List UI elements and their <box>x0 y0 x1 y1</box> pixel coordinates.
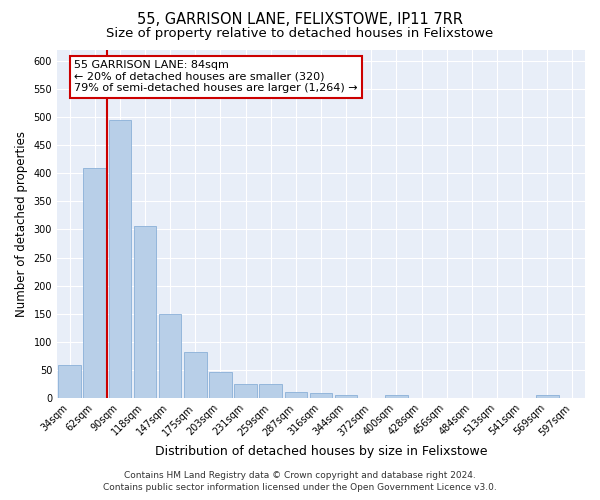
Bar <box>234 384 257 398</box>
Bar <box>134 226 157 398</box>
Y-axis label: Number of detached properties: Number of detached properties <box>15 131 28 317</box>
Bar <box>209 372 232 398</box>
Text: Size of property relative to detached houses in Felixstowe: Size of property relative to detached ho… <box>106 28 494 40</box>
Bar <box>159 314 181 398</box>
Bar <box>385 395 408 398</box>
Bar <box>83 168 106 398</box>
Text: 55 GARRISON LANE: 84sqm
← 20% of detached houses are smaller (320)
79% of semi-d: 55 GARRISON LANE: 84sqm ← 20% of detache… <box>74 60 358 94</box>
Bar <box>310 394 332 398</box>
Bar <box>284 392 307 398</box>
Bar <box>58 365 81 398</box>
Bar <box>335 395 358 398</box>
Bar <box>536 395 559 398</box>
Text: Contains HM Land Registry data © Crown copyright and database right 2024.
Contai: Contains HM Land Registry data © Crown c… <box>103 471 497 492</box>
Text: 55, GARRISON LANE, FELIXSTOWE, IP11 7RR: 55, GARRISON LANE, FELIXSTOWE, IP11 7RR <box>137 12 463 28</box>
Bar <box>109 120 131 398</box>
Bar <box>184 352 206 398</box>
X-axis label: Distribution of detached houses by size in Felixstowe: Distribution of detached houses by size … <box>155 444 487 458</box>
Bar <box>259 384 282 398</box>
